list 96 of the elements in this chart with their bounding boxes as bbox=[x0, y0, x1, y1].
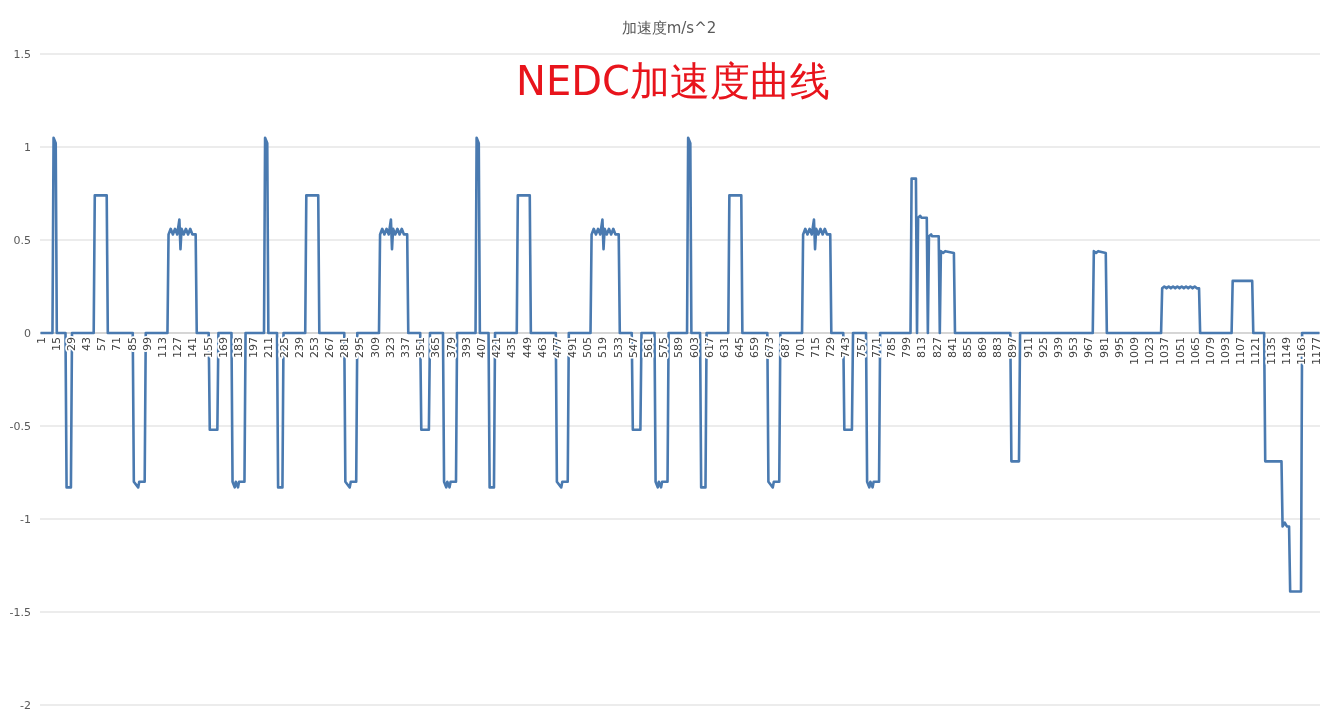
x-tick-label: 253 bbox=[307, 337, 321, 358]
x-tick-label: 757 bbox=[854, 337, 868, 358]
x-tick-label: 407 bbox=[474, 337, 488, 358]
x-tick-label: 995 bbox=[1112, 337, 1126, 358]
x-tick-label: 505 bbox=[581, 337, 595, 358]
x-tick-label: 701 bbox=[793, 337, 807, 358]
x-tick-label: 1023 bbox=[1143, 337, 1157, 365]
x-tick-label: 85 bbox=[125, 337, 139, 351]
x-tick-label: 29 bbox=[64, 337, 78, 351]
x-tick-label: 519 bbox=[596, 337, 610, 358]
chart-title: 加速度m/s^2 bbox=[621, 19, 717, 37]
x-tick-label: 463 bbox=[535, 337, 549, 358]
x-tick-label: 869 bbox=[976, 337, 990, 358]
x-tick-label: 267 bbox=[323, 337, 337, 358]
x-tick-label: 113 bbox=[156, 337, 170, 358]
x-tick-label: 183 bbox=[231, 337, 245, 358]
x-tick-label: 127 bbox=[171, 337, 185, 358]
x-tick-label: 99 bbox=[140, 337, 154, 351]
x-tick-label: 715 bbox=[809, 337, 823, 358]
y-tick-label: -0.5 bbox=[9, 420, 31, 433]
x-tick-label: 785 bbox=[884, 337, 898, 358]
x-tick-label: 687 bbox=[778, 337, 792, 358]
chart-subtitle: NEDC加速度曲线 bbox=[516, 58, 830, 104]
x-tick-label: 953 bbox=[1067, 337, 1081, 358]
x-tick-label: 57 bbox=[95, 337, 109, 351]
x-tick-label: 729 bbox=[824, 337, 838, 358]
x-tick-label: 925 bbox=[1036, 337, 1050, 358]
x-tick-label: 1121 bbox=[1249, 337, 1263, 365]
x-tick-label: 211 bbox=[262, 337, 276, 358]
x-tick-label: 1163 bbox=[1295, 337, 1309, 365]
x-tick-label: 1009 bbox=[1127, 337, 1141, 365]
x-tick-label: 603 bbox=[687, 337, 701, 358]
x-tick-label: 449 bbox=[520, 337, 534, 358]
x-tick-label: 673 bbox=[763, 337, 777, 358]
y-tick-label: -2 bbox=[20, 699, 31, 712]
x-tick-label: 225 bbox=[277, 337, 291, 358]
x-tick-label: 827 bbox=[930, 337, 944, 358]
x-tick-label: 547 bbox=[626, 337, 640, 358]
x-tick-label: 239 bbox=[292, 337, 306, 358]
x-tick-label: 533 bbox=[611, 337, 625, 358]
x-tick-label: 631 bbox=[717, 337, 731, 358]
x-tick-label: 141 bbox=[186, 337, 200, 358]
x-tick-label: 967 bbox=[1082, 337, 1096, 358]
x-tick-label: 771 bbox=[869, 337, 883, 358]
x-tick-label: 379 bbox=[444, 337, 458, 358]
y-tick-label: 1.5 bbox=[13, 48, 31, 61]
x-tick-label: 855 bbox=[960, 337, 974, 358]
x-tick-label: 43 bbox=[80, 337, 94, 351]
y-tick-label: 1 bbox=[24, 141, 31, 154]
x-tick-label: 365 bbox=[429, 337, 443, 358]
x-tick-label: 617 bbox=[702, 337, 716, 358]
x-tick-label: 1149 bbox=[1279, 337, 1293, 365]
x-tick-label: 169 bbox=[216, 337, 230, 358]
x-tick-label: 659 bbox=[748, 337, 762, 358]
x-tick-label: 491 bbox=[566, 337, 580, 358]
x-tick-label: 981 bbox=[1097, 337, 1111, 358]
x-tick-label: 15 bbox=[49, 337, 63, 351]
x-tick-label: 1107 bbox=[1234, 337, 1248, 365]
x-tick-label: 1065 bbox=[1188, 337, 1202, 365]
x-tick-label: 645 bbox=[733, 337, 747, 358]
x-tick-label: 197 bbox=[247, 337, 261, 358]
x-tick-label: 561 bbox=[642, 337, 655, 358]
x-tick-label: 1093 bbox=[1219, 337, 1233, 365]
x-tick-label: 435 bbox=[505, 337, 519, 358]
x-tick-label: 841 bbox=[945, 337, 959, 358]
x-tick-label: 1135 bbox=[1264, 337, 1278, 365]
x-tick-label: 295 bbox=[353, 337, 367, 358]
y-tick-label: -1.5 bbox=[9, 606, 31, 619]
x-tick-label: 897 bbox=[1006, 337, 1020, 358]
x-tick-label: 799 bbox=[900, 337, 914, 358]
x-tick-label: 1051 bbox=[1173, 337, 1187, 365]
x-tick-label: 939 bbox=[1052, 337, 1066, 358]
x-tick-label: 393 bbox=[459, 337, 473, 358]
x-tick-label: 1079 bbox=[1203, 337, 1217, 365]
x-tick-label: 589 bbox=[672, 337, 686, 358]
y-tick-label: 0 bbox=[24, 327, 31, 340]
x-tick-label: 155 bbox=[201, 337, 215, 358]
x-tick-label: 1177 bbox=[1310, 337, 1324, 365]
x-tick-label: 911 bbox=[1021, 337, 1035, 358]
x-tick-label: 477 bbox=[550, 337, 564, 358]
x-tick-label: 351 bbox=[414, 337, 428, 358]
x-tick-label: 1037 bbox=[1158, 337, 1172, 365]
x-tick-label: 1 bbox=[34, 337, 48, 344]
x-tick-label: 421 bbox=[490, 337, 504, 358]
x-tick-label: 575 bbox=[657, 337, 671, 358]
x-tick-label: 281 bbox=[338, 337, 352, 358]
x-tick-label: 309 bbox=[368, 337, 382, 358]
x-tick-label: 883 bbox=[991, 337, 1005, 358]
x-tick-label: 71 bbox=[110, 337, 124, 351]
y-tick-label: 0.5 bbox=[13, 234, 31, 247]
y-tick-label: -1 bbox=[20, 513, 31, 526]
x-tick-label: 337 bbox=[399, 337, 413, 358]
x-tick-label: 813 bbox=[915, 337, 929, 358]
x-tick-label: 743 bbox=[839, 337, 853, 358]
x-tick-label: 323 bbox=[383, 337, 397, 358]
line-series bbox=[39, 136, 1321, 593]
